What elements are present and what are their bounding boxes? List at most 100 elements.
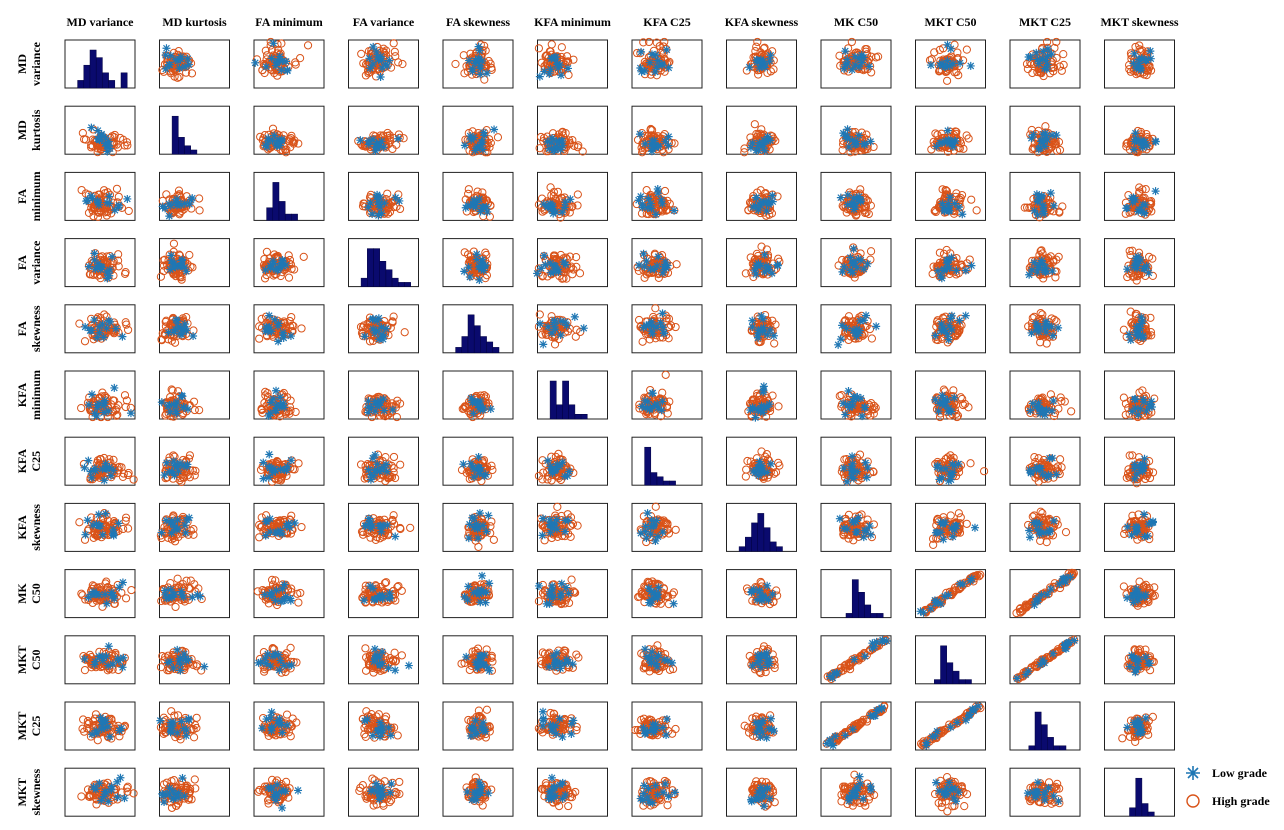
low-grade-point (1042, 131, 1051, 140)
low-grade-point (551, 52, 560, 61)
low-grade-point (1039, 47, 1048, 56)
low-grade-point (856, 256, 865, 265)
low-grade-point (944, 335, 953, 344)
low-grade-point (471, 59, 480, 68)
column-label: FA variance (353, 15, 415, 29)
row-label: MD kurtosis (15, 109, 43, 151)
low-grade-point (165, 212, 174, 221)
row-label-line: variance (29, 41, 43, 86)
scatter-cell (158, 171, 230, 221)
low-grade-point (536, 319, 545, 328)
low-grade-point (661, 137, 670, 146)
low-grade-point (184, 60, 193, 69)
histogram-bar (480, 336, 487, 354)
low-grade-point (161, 64, 170, 73)
low-grade-point (653, 261, 662, 270)
scatter-cell (820, 238, 892, 288)
low-grade-point (746, 143, 755, 152)
low-grade-point (765, 57, 774, 66)
low-grade-point (751, 201, 760, 210)
low-grade-point (1024, 53, 1033, 62)
low-grade-point (766, 51, 775, 60)
low-grade-point (265, 311, 274, 320)
low-grade-point (637, 47, 646, 56)
low-grade-point (366, 198, 375, 207)
low-grade-point (123, 194, 132, 203)
scatter-cell (158, 39, 230, 89)
scatter-cell (1104, 39, 1175, 89)
low-grade-point (648, 144, 657, 153)
low-grade-point (760, 250, 769, 259)
low-grade-point (848, 200, 857, 209)
row-label: MKT skewness (15, 769, 43, 816)
low-grade-point (1138, 331, 1147, 340)
low-grade-point (164, 402, 173, 411)
scatter-cell (631, 171, 703, 221)
low-grade-point (653, 56, 662, 65)
row-label-line: C25 (29, 451, 43, 472)
low-grade-point (93, 196, 102, 205)
high-grade-point (262, 51, 272, 60)
high-grade-point (170, 72, 179, 81)
low-grade-point (637, 67, 646, 76)
row-label-line: MK (15, 583, 29, 604)
histogram-cell (442, 304, 514, 354)
low-grade-point (938, 323, 947, 332)
low-grade-point (641, 139, 650, 148)
low-grade-point (162, 44, 171, 53)
low-grade-point (1030, 206, 1039, 215)
low-grade-point (95, 135, 104, 144)
high-grade-point (844, 44, 853, 53)
low-grade-point (376, 73, 385, 81)
low-grade-point (105, 192, 114, 201)
low-grade-point (385, 56, 394, 65)
low-grade-point (111, 324, 120, 333)
low-grade-point (1130, 145, 1139, 154)
low-grade-point (579, 324, 588, 333)
low-grade-point (170, 262, 179, 271)
low-grade-point (1136, 66, 1145, 75)
low-grade-point (1045, 322, 1054, 331)
low-grade-point (176, 55, 185, 64)
scatter-cell (631, 304, 703, 354)
high-grade-point (295, 54, 305, 63)
low-grade-point (856, 316, 865, 325)
low-grade-point (640, 67, 649, 76)
row-label-line: MKT (15, 645, 29, 674)
low-grade-point (84, 262, 93, 271)
low-grade-point (188, 194, 197, 203)
low-grade-point (370, 328, 379, 337)
low-grade-point (171, 401, 180, 410)
scatter-cell (1009, 171, 1081, 222)
matrix-cells (64, 37, 1175, 817)
histogram-bar (284, 213, 292, 221)
high-grade-point (569, 55, 578, 64)
low-grade-point (178, 255, 187, 264)
column-labels: MD variance MD kurtosis FA minimum FA varia… (67, 15, 1179, 29)
histogram-bar (102, 72, 109, 89)
scatter-cell (348, 105, 419, 155)
low-grade-point (1137, 313, 1146, 322)
scatter-cell (64, 370, 136, 422)
scatter-cell (348, 39, 419, 89)
low-grade-point (943, 126, 952, 135)
low-grade-point (1027, 328, 1036, 337)
low-grade-point (271, 61, 280, 70)
low-grade-point (161, 51, 170, 60)
low-grade-point (756, 56, 765, 65)
low-grade-point (937, 274, 946, 283)
low-grade-point (841, 47, 850, 56)
histogram-cell (64, 39, 136, 89)
low-grade-point (865, 62, 874, 71)
low-grade-point (460, 141, 469, 150)
low-grade-point (556, 331, 565, 340)
low-grade-point (374, 211, 383, 220)
histogram-bar (184, 145, 191, 155)
low-grade-point (546, 268, 555, 277)
high-grade-point (187, 69, 197, 78)
low-grade-point (851, 52, 860, 61)
low-grade-point (754, 333, 763, 342)
low-grade-point (1151, 137, 1160, 146)
low-grade-point (189, 332, 198, 341)
